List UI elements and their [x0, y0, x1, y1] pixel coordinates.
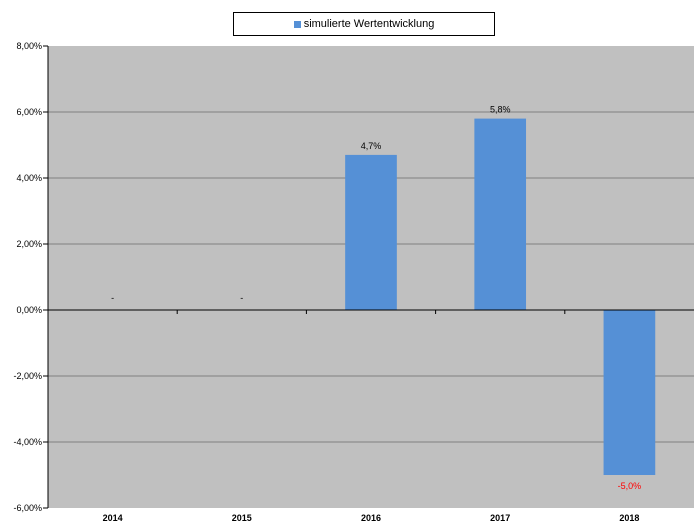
bar	[345, 155, 397, 310]
x-tick-label: 2017	[490, 513, 510, 523]
y-tick-label: -4,00%	[13, 437, 42, 447]
bar	[474, 119, 526, 310]
x-tick-label: 2015	[232, 513, 252, 523]
data-label: -	[111, 293, 114, 303]
x-tick-label: 2016	[361, 513, 381, 523]
data-label: -	[240, 293, 243, 303]
x-tick-label: 2014	[103, 513, 123, 523]
data-label: 4,7%	[361, 141, 382, 151]
y-tick-label: 6,00%	[16, 107, 42, 117]
x-tick-label: 2018	[619, 513, 639, 523]
data-label: 5,8%	[490, 105, 511, 115]
y-tick-label: 8,00%	[16, 41, 42, 51]
y-tick-label: 2,00%	[16, 239, 42, 249]
y-tick-label: -6,00%	[13, 503, 42, 513]
y-tick-label: -2,00%	[13, 371, 42, 381]
y-tick-label: 0,00%	[16, 305, 42, 315]
y-tick-label: 4,00%	[16, 173, 42, 183]
bar	[604, 310, 656, 475]
data-label: -5,0%	[618, 481, 642, 491]
